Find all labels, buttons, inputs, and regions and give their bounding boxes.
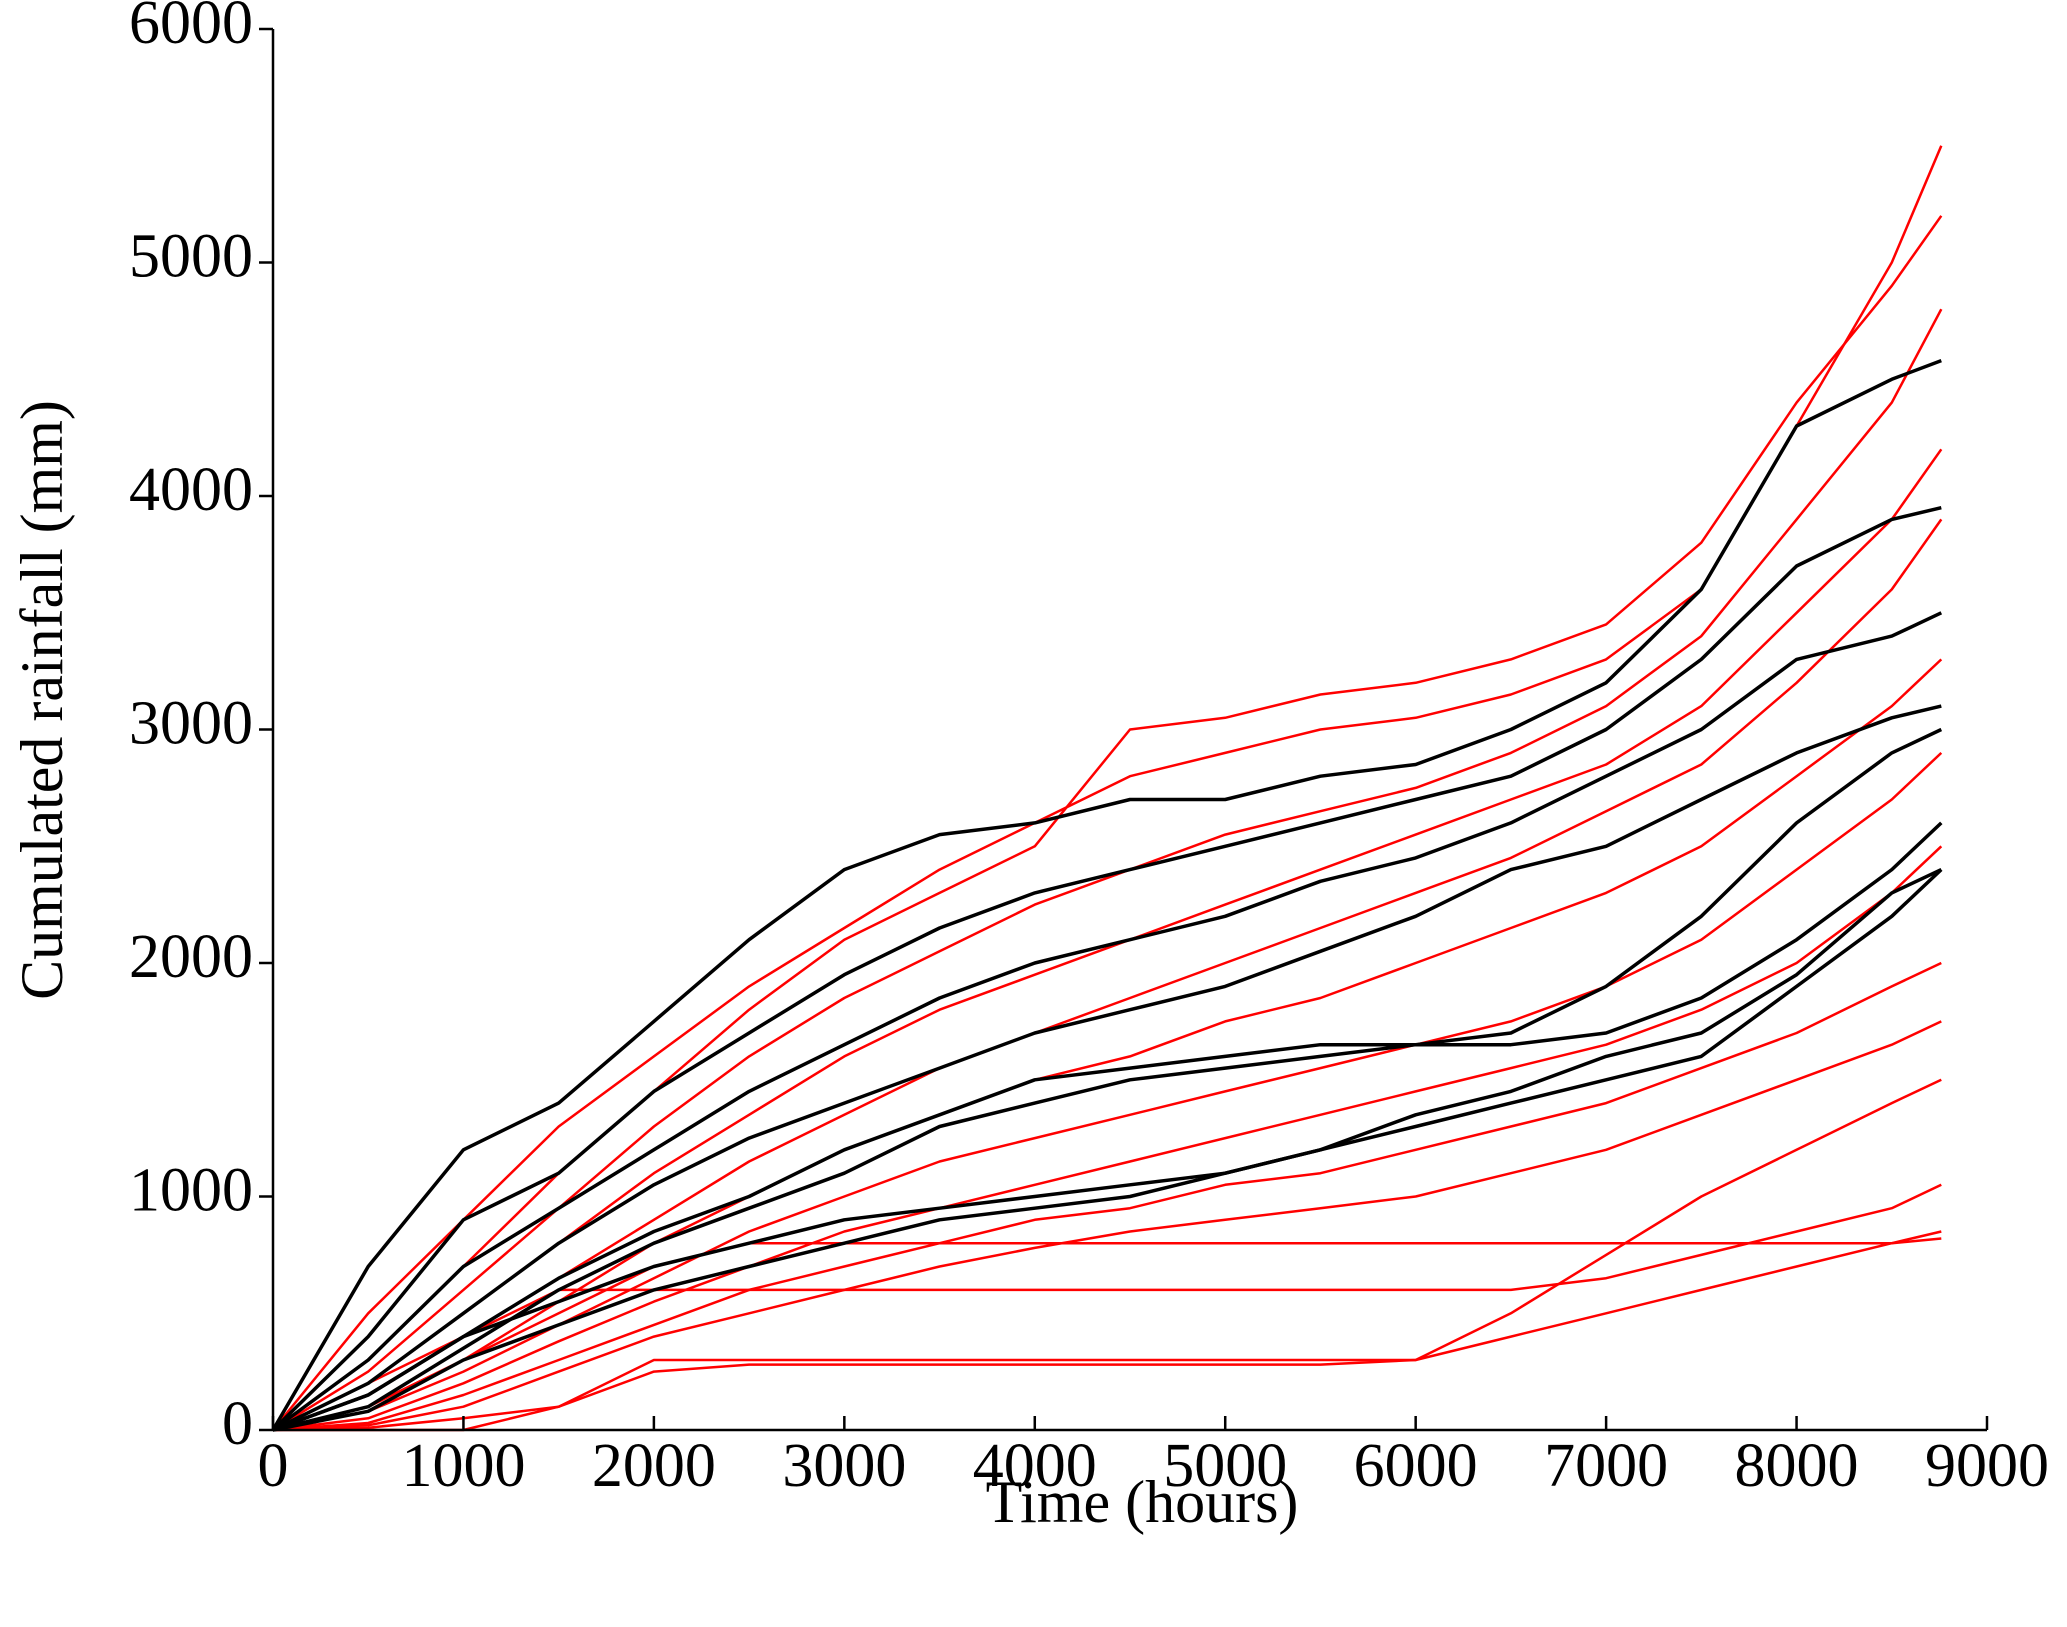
y-tick-label: 2000 xyxy=(129,923,253,991)
series-line xyxy=(272,1183,1942,1432)
y-tick-label: 6000 xyxy=(129,0,253,57)
x-tick-label: 9000 xyxy=(1925,1432,2049,1500)
series-line xyxy=(272,821,1943,1432)
series-line xyxy=(272,727,1943,1432)
series-line xyxy=(271,611,1943,1432)
series-line xyxy=(272,1020,1942,1432)
series-line xyxy=(272,1237,1942,1432)
x-tick-label: 8000 xyxy=(1735,1432,1859,1500)
series-line xyxy=(273,1230,1942,1432)
x-tick-label: 5000 xyxy=(1163,1432,1287,1500)
series-line xyxy=(272,961,1942,1432)
y-tick-label: 1000 xyxy=(129,1157,253,1225)
x-tick-label: 2000 xyxy=(592,1432,716,1500)
x-tick-label: 3000 xyxy=(782,1432,906,1500)
x-tick-label: 6000 xyxy=(1354,1432,1478,1500)
x-axis-title: Time (hours) xyxy=(986,1469,1299,1535)
series-line xyxy=(272,215,1943,1432)
series-line xyxy=(272,845,1943,1432)
x-tick-label: 0 xyxy=(258,1432,289,1500)
x-tick-label: 1000 xyxy=(401,1432,525,1500)
y-tick-label: 5000 xyxy=(129,223,253,291)
series-line xyxy=(271,358,1942,1431)
series-line xyxy=(272,1078,1942,1432)
y-axis-title: Cumulated rainfall (mm) xyxy=(9,400,75,1000)
series-line xyxy=(272,751,1943,1432)
y-tick-label: 4000 xyxy=(129,456,253,524)
series-line xyxy=(272,868,1943,1432)
x-tick-label: 4000 xyxy=(973,1432,1097,1500)
series-line xyxy=(272,868,1943,1432)
x-tick-label: 7000 xyxy=(1544,1432,1668,1500)
y-tick-label: 0 xyxy=(222,1390,253,1458)
series-line xyxy=(271,505,1942,1432)
y-tick-label: 3000 xyxy=(129,690,253,758)
series-line xyxy=(272,308,1943,1432)
series-line xyxy=(272,704,1942,1432)
